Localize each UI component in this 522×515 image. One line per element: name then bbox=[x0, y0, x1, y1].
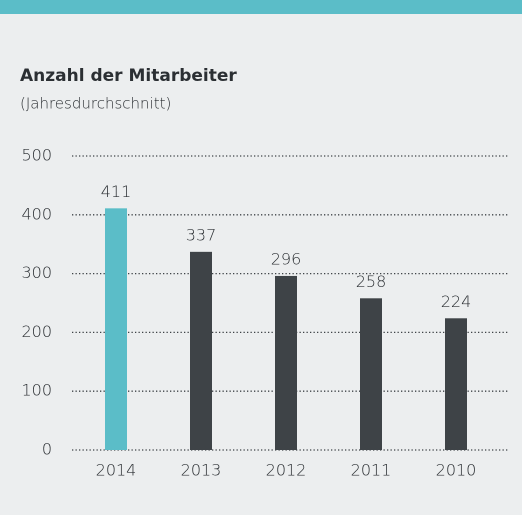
y-tick-label: 0 bbox=[42, 440, 52, 459]
y-tick-label: 100 bbox=[21, 381, 52, 400]
top-band bbox=[0, 0, 522, 14]
x-tick-label: 2011 bbox=[351, 461, 392, 480]
y-tick-label: 300 bbox=[21, 263, 52, 282]
chart-subtitle: (Jahresdurchschnitt) bbox=[20, 95, 171, 113]
value-label: 411 bbox=[101, 182, 132, 201]
y-tick-label: 500 bbox=[21, 146, 52, 165]
bar bbox=[360, 298, 382, 450]
y-tick-label: 400 bbox=[21, 204, 52, 223]
value-label: 337 bbox=[186, 225, 217, 244]
x-tick-label: 2010 bbox=[436, 461, 477, 480]
value-label: 258 bbox=[356, 272, 387, 291]
x-tick-label: 2013 bbox=[181, 461, 222, 480]
bar bbox=[190, 251, 212, 450]
y-tick-label: 200 bbox=[21, 322, 52, 341]
bar bbox=[445, 318, 467, 450]
bar bbox=[275, 275, 297, 450]
value-label: 224 bbox=[441, 292, 472, 311]
x-tick-label: 2014 bbox=[96, 461, 137, 480]
x-tick-label: 2012 bbox=[266, 461, 307, 480]
value-label: 296 bbox=[271, 249, 302, 268]
bar bbox=[105, 208, 127, 450]
chart-title: Anzahl der Mitarbeiter bbox=[20, 66, 237, 86]
